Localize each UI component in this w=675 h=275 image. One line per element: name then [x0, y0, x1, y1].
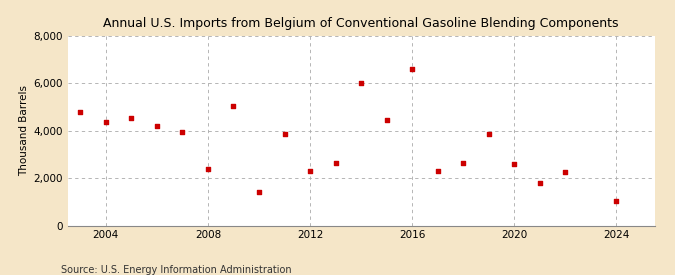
Point [202, 166, 213, 171]
Point [432, 169, 443, 173]
Point [509, 162, 520, 166]
Text: Source: U.S. Energy Information Administration: Source: U.S. Energy Information Administ… [61, 265, 292, 275]
Point [611, 198, 622, 203]
Point [356, 81, 367, 85]
Point [177, 130, 188, 134]
Title: Annual U.S. Imports from Belgium of Conventional Gasoline Blending Components: Annual U.S. Imports from Belgium of Conv… [103, 17, 619, 31]
Point [254, 190, 265, 194]
Y-axis label: Thousand Barrels: Thousand Barrels [19, 85, 29, 176]
Point [279, 132, 290, 136]
Point [304, 169, 315, 173]
Point [483, 132, 494, 136]
Point [560, 170, 571, 174]
Point [458, 160, 468, 165]
Point [228, 103, 239, 108]
Point [75, 109, 86, 114]
Point [407, 67, 418, 71]
Point [126, 116, 137, 120]
Point [330, 160, 341, 165]
Point [151, 124, 162, 128]
Point [381, 118, 392, 122]
Point [101, 120, 111, 125]
Point [535, 181, 545, 185]
